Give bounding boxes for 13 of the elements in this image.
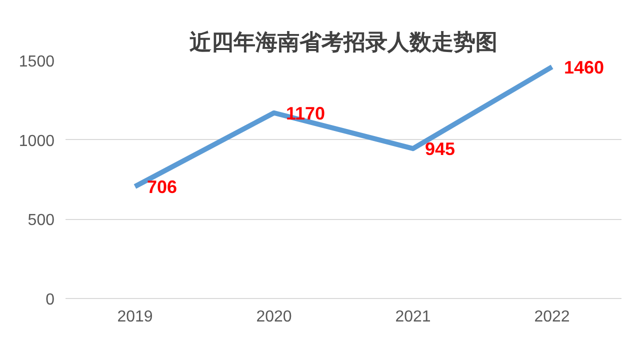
x-tick-label: 2022 bbox=[534, 308, 570, 326]
data-label: 1460 bbox=[564, 57, 604, 78]
y-tick-label: 1500 bbox=[18, 54, 55, 70]
x-tick-label: 2020 bbox=[256, 308, 292, 326]
y-tick-label: 0 bbox=[46, 292, 55, 308]
x-tick-label: 2021 bbox=[395, 308, 431, 326]
y-tick-label: 500 bbox=[28, 212, 55, 230]
y-tick-label: 1000 bbox=[18, 132, 55, 150]
data-label: 1170 bbox=[286, 103, 326, 124]
data-label: 706 bbox=[147, 176, 178, 197]
x-tick-label: 2019 bbox=[117, 308, 153, 326]
chart-title: 近四年海南省考招录人数走势图 bbox=[188, 30, 498, 56]
data-label: 945 bbox=[425, 139, 456, 160]
